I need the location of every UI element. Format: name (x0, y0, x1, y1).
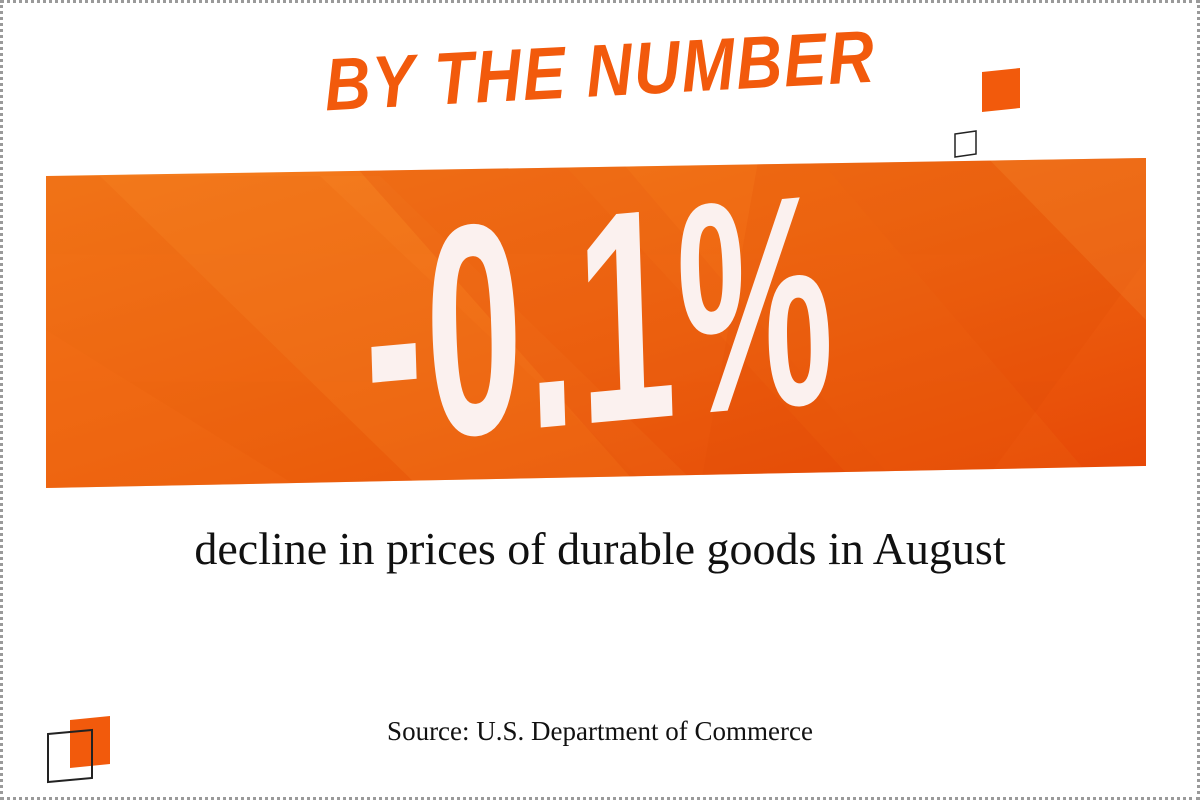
decorative-squares-top (954, 68, 1020, 158)
outline-square-top (954, 130, 977, 158)
orange-square-top (982, 68, 1020, 112)
stat-value: -0.1% (359, 128, 841, 508)
outline-square-bottom (47, 728, 93, 784)
stat-caption: decline in prices of durable goods in Au… (194, 523, 1006, 574)
decorative-squares-bottom (47, 716, 110, 784)
orange-square-bottom (70, 716, 110, 768)
source-text: Source: U.S. Department of Commerce (387, 716, 813, 746)
